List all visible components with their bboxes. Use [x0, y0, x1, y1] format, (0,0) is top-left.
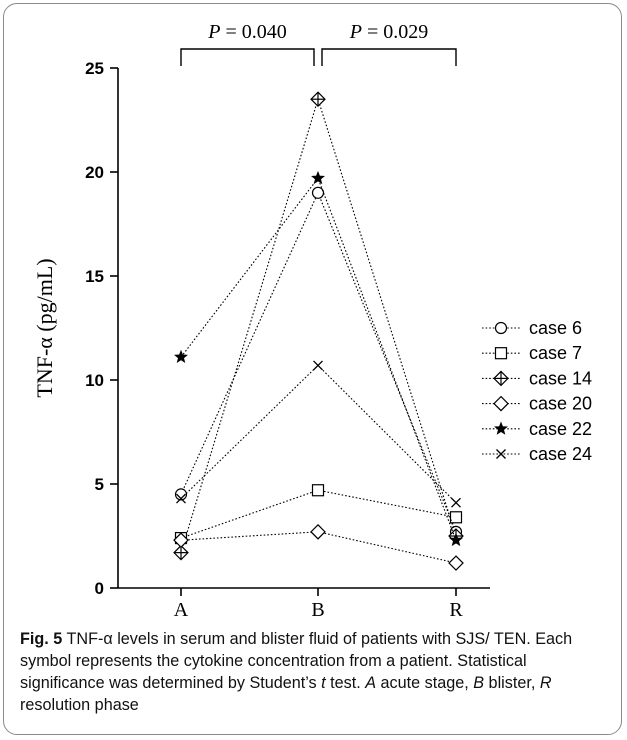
series-case-24	[176, 360, 461, 508]
caption-a: A	[365, 674, 377, 692]
axes: 0 5 10 15 20 25 A B R TNF-α (pg/mL)	[32, 59, 490, 621]
significance-annotations: P = 0.040 P = 0.029	[180, 21, 457, 66]
marker-square	[494, 347, 508, 360]
legend-item: case 6	[482, 318, 582, 338]
legend-item: case 24	[482, 444, 592, 464]
series-case-20	[173, 523, 464, 571]
series-line	[180, 364, 457, 504]
caption-text-2: test.	[325, 674, 366, 692]
data-point	[173, 532, 189, 549]
marker-circle	[494, 321, 508, 335]
y-tick-label: 5	[95, 475, 104, 494]
data-point	[311, 484, 325, 497]
series-group	[173, 91, 464, 571]
legend-label: case 22	[529, 419, 592, 439]
series-line	[180, 191, 457, 533]
data-point	[174, 488, 188, 501]
caption-r: R	[539, 674, 552, 692]
data-point	[174, 349, 188, 364]
legend-label: case 20	[529, 394, 592, 414]
y-tick-label: 10	[85, 371, 104, 390]
figure-frame	[3, 3, 622, 735]
y-tick-label: 15	[85, 267, 104, 286]
data-point	[311, 186, 325, 199]
p-value-label: P = 0.029	[349, 21, 429, 43]
x-tick-label: B	[311, 599, 324, 621]
data-point	[173, 544, 189, 561]
data-point	[451, 497, 461, 508]
data-point	[449, 511, 463, 524]
legend-item: case 7	[482, 343, 582, 363]
data-point	[310, 523, 326, 540]
legend-label: case 24	[529, 444, 592, 464]
series-line	[180, 97, 457, 553]
marker-diamond-plus	[493, 370, 509, 387]
significance-bracket	[180, 48, 315, 66]
data-point	[311, 170, 325, 185]
y-axis-label: TNF-α (pg/mL)	[32, 258, 57, 397]
caption-text-3: acute stage,	[376, 674, 474, 692]
series-line	[180, 177, 457, 541]
data-point	[313, 360, 323, 371]
significance-bracket	[321, 48, 457, 66]
data-point	[449, 532, 463, 547]
caption-fig-label: Fig. 5	[20, 630, 63, 648]
caption-text-5: resolution phase	[20, 696, 139, 714]
p-value-label: P = 0.040	[207, 21, 287, 43]
figure-caption: Fig. 5 TNF-α levels in serum and blister…	[20, 628, 615, 716]
y-tick-label: 0	[95, 579, 104, 598]
legend-item: case 20	[482, 394, 592, 414]
legend-label: case 7	[529, 343, 582, 363]
legend: case 6 case 7 case 14 case 20 case 22 case 24	[482, 318, 592, 464]
x-tick-label: R	[449, 599, 463, 621]
caption-text-4: blister,	[484, 674, 540, 692]
data-point	[176, 493, 186, 504]
y-tick-label: 25	[85, 59, 104, 78]
y-tick-label: 20	[85, 163, 104, 182]
marker-diamond	[493, 395, 509, 412]
data-point	[448, 555, 464, 571]
marker-x	[496, 449, 506, 459]
marker-star	[494, 421, 508, 435]
data-point	[310, 91, 326, 108]
legend-item: case 22	[482, 419, 592, 439]
caption-b: B	[473, 674, 485, 692]
legend-label: case 6	[529, 318, 582, 338]
caption-text: TNF-α levels in serum and blister fluid …	[20, 630, 573, 692]
legend-label: case 14	[529, 368, 592, 388]
caption-t: t	[321, 674, 326, 692]
series-case-22	[174, 170, 463, 547]
legend-item: case 14	[482, 368, 592, 388]
x-tick-label: A	[174, 599, 189, 621]
